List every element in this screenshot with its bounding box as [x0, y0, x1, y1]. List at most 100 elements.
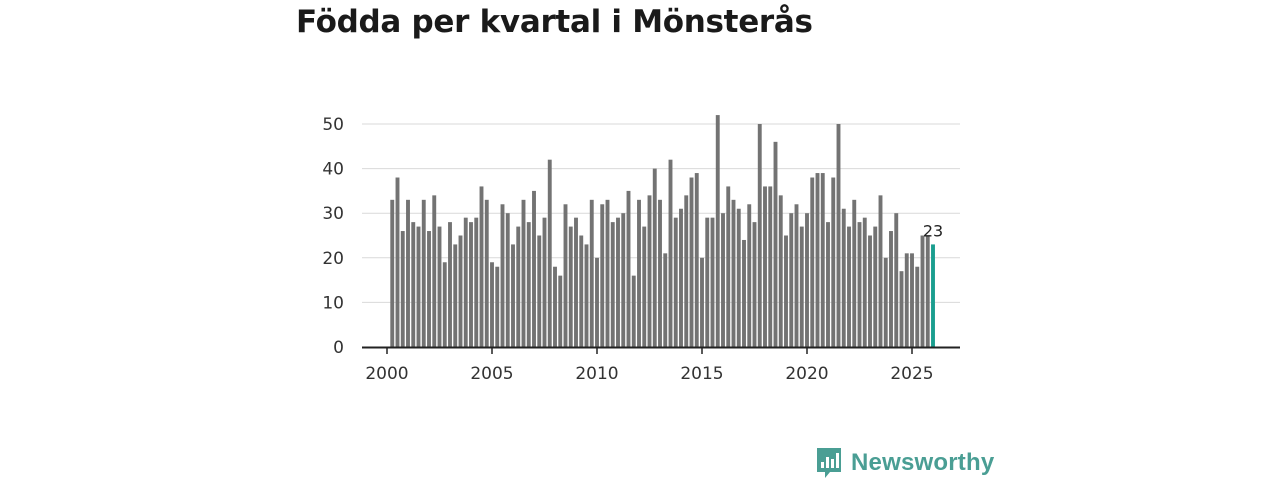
- bar: [742, 239, 746, 347]
- bar: [799, 226, 804, 347]
- x-tick-label: 2025: [890, 364, 933, 384]
- bar: [516, 226, 521, 347]
- x-axis: 2000 2005 2010 2015 2020 2025: [362, 346, 960, 384]
- data-labels: 23: [923, 221, 943, 240]
- bar: [852, 199, 857, 347]
- bar: [479, 186, 484, 347]
- y-tick-label: 0: [333, 338, 344, 358]
- bar: [731, 199, 736, 347]
- bar: [668, 159, 673, 347]
- bar: [484, 199, 489, 347]
- bar: [453, 244, 458, 347]
- bar: [899, 271, 904, 347]
- bar: [689, 177, 694, 347]
- x-tick-label: 2015: [680, 364, 723, 384]
- x-tick-label: 2005: [470, 364, 513, 384]
- bar: [558, 275, 563, 347]
- bar: [705, 217, 710, 347]
- bar: [568, 226, 573, 347]
- bar: [642, 226, 647, 347]
- bar: [773, 141, 778, 347]
- bar: [542, 217, 547, 347]
- bar: [747, 204, 752, 347]
- bar: [647, 195, 652, 347]
- bar: [883, 257, 888, 347]
- bar: [736, 208, 741, 347]
- y-axis: 0 10 20 30 40 50: [322, 115, 344, 358]
- bar: [400, 231, 405, 347]
- bar: [563, 204, 568, 347]
- bar: [700, 257, 704, 347]
- bar: [752, 222, 757, 347]
- bar: [910, 253, 914, 347]
- bar: [390, 199, 395, 347]
- bar: [595, 257, 599, 347]
- bar: [857, 222, 862, 347]
- bar: [605, 199, 610, 347]
- highlight-value-label: 23: [923, 221, 943, 240]
- bar: [815, 173, 820, 347]
- bar: [784, 235, 788, 347]
- bar: [553, 266, 557, 347]
- bar: [532, 190, 536, 347]
- bar: [826, 222, 830, 347]
- bar: [847, 226, 851, 347]
- bar: [631, 275, 636, 347]
- bars: [390, 115, 935, 347]
- newsworthy-logo: Newsworthy: [815, 446, 994, 480]
- bar: [442, 262, 447, 347]
- bar: [862, 217, 867, 347]
- bar: [694, 173, 699, 347]
- bar: [663, 253, 668, 347]
- bar: [673, 217, 678, 347]
- bar: [395, 177, 400, 347]
- bar: [684, 195, 689, 347]
- bar: [500, 204, 505, 347]
- bar: [710, 217, 715, 347]
- bar: [610, 222, 615, 347]
- bar: [621, 213, 626, 347]
- bar: [495, 266, 500, 347]
- bar: [637, 199, 641, 347]
- brand-name: Newsworthy: [851, 449, 995, 476]
- bar: [469, 222, 473, 347]
- bar: [416, 226, 421, 347]
- bar: [600, 204, 605, 347]
- bar: [904, 253, 909, 347]
- bar: [894, 213, 899, 347]
- bar: [841, 208, 846, 347]
- bar: [658, 199, 662, 347]
- bar-highlighted: [931, 244, 935, 347]
- bar: [427, 231, 431, 347]
- bar: [726, 186, 731, 347]
- bar: [574, 217, 578, 347]
- bar: [836, 124, 841, 347]
- bar: [873, 226, 878, 347]
- y-tick-label: 40: [322, 160, 344, 180]
- bar: [889, 231, 893, 347]
- bar: [448, 222, 452, 347]
- bar: [721, 213, 725, 347]
- bar: [579, 235, 584, 347]
- bar: [805, 213, 809, 347]
- y-tick-label: 10: [322, 293, 344, 313]
- bar: [437, 226, 442, 347]
- y-tick-label: 20: [322, 249, 344, 269]
- bar: [616, 217, 620, 347]
- bar: [411, 222, 416, 347]
- bar: [925, 235, 930, 347]
- bar: [878, 195, 883, 347]
- bar: [820, 173, 825, 347]
- bar: [474, 217, 479, 347]
- bar: [458, 235, 463, 347]
- x-tick-label: 2020: [785, 364, 828, 384]
- bar: [526, 222, 531, 347]
- bar: [406, 199, 410, 347]
- bar: [831, 177, 836, 347]
- bar: [589, 199, 594, 347]
- bar: [652, 168, 657, 347]
- bar: [537, 235, 542, 347]
- bar: [789, 213, 794, 347]
- bar: [757, 124, 762, 347]
